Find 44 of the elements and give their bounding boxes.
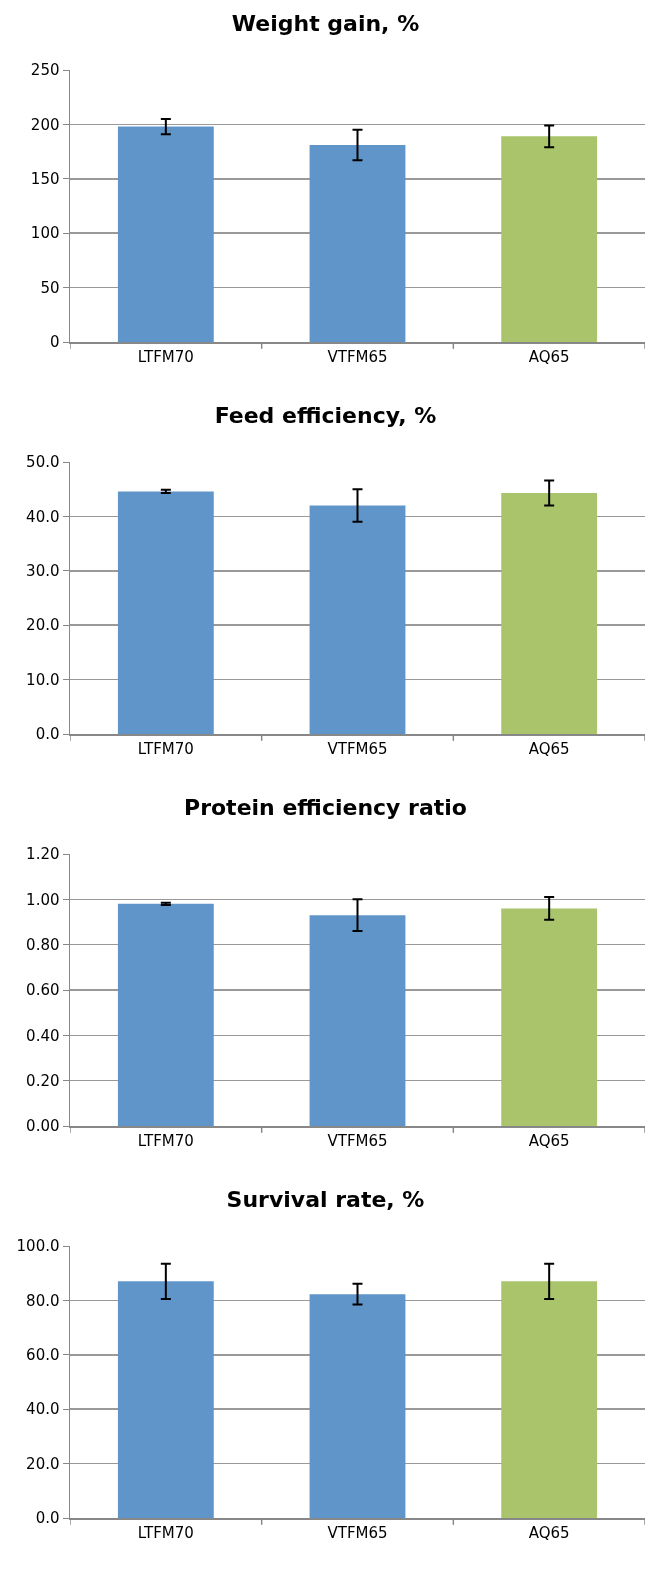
- chart-title: Weight gain, %: [231, 11, 420, 37]
- y-tick-label: 10.0: [26, 670, 60, 689]
- y-tick-label: 0.0: [35, 725, 60, 744]
- y-tick-label: 20.0: [26, 616, 60, 635]
- chart-title: Protein efficiency ratio: [184, 795, 467, 821]
- x-tick-label: VTFM65: [327, 739, 388, 758]
- x-tick-label: LTFM70: [137, 739, 194, 758]
- x-tick-label: LTFM70: [137, 347, 194, 366]
- bar: [309, 505, 406, 734]
- y-tick-label: 0.80: [26, 935, 60, 954]
- y-tick-label: 30.0: [26, 562, 60, 581]
- y-tick-label: 200: [30, 115, 60, 134]
- x-tick-label: LTFM70: [137, 1523, 194, 1542]
- x-tick-label: AQ65: [528, 347, 570, 366]
- x-tick-label: VTFM65: [327, 347, 388, 366]
- y-tick-label: 100: [30, 224, 60, 243]
- bar: [501, 493, 598, 734]
- chart-title: Survival rate, %: [226, 1187, 425, 1213]
- y-tick-label: 1.20: [26, 845, 60, 864]
- x-tick-label: AQ65: [528, 1131, 570, 1150]
- y-tick-label: 40.0: [26, 507, 60, 526]
- x-tick-label: VTFM65: [327, 1131, 388, 1150]
- y-tick-label: 0.60: [26, 981, 60, 1000]
- y-tick-label: 0.00: [26, 1117, 60, 1136]
- x-tick-label: VTFM65: [327, 1523, 388, 1542]
- y-tick-label: 250: [30, 61, 60, 80]
- y-tick-label: 0.20: [26, 1071, 60, 1090]
- bar: [117, 491, 214, 734]
- x-tick-label: AQ65: [528, 1523, 570, 1542]
- y-tick-label: 50.0: [26, 453, 60, 472]
- y-tick-label: 20.0: [26, 1454, 60, 1473]
- x-tick-label: AQ65: [528, 739, 570, 758]
- y-tick-label: 50: [40, 278, 60, 297]
- y-tick-label: 60.0: [26, 1346, 60, 1365]
- chart-title: Feed efficiency, %: [214, 403, 437, 429]
- y-tick-label: 40.0: [26, 1400, 60, 1419]
- y-tick-label: 0: [49, 333, 60, 352]
- x-tick-label: LTFM70: [137, 1131, 194, 1150]
- y-tick-label: 150: [30, 170, 60, 189]
- y-tick-label: 80.0: [26, 1291, 60, 1310]
- y-tick-label: 0.0: [35, 1509, 60, 1528]
- y-tick-label: 0.40: [26, 1026, 60, 1045]
- y-tick-label: 100.0: [16, 1237, 60, 1256]
- y-tick-label: 1.00: [26, 890, 60, 909]
